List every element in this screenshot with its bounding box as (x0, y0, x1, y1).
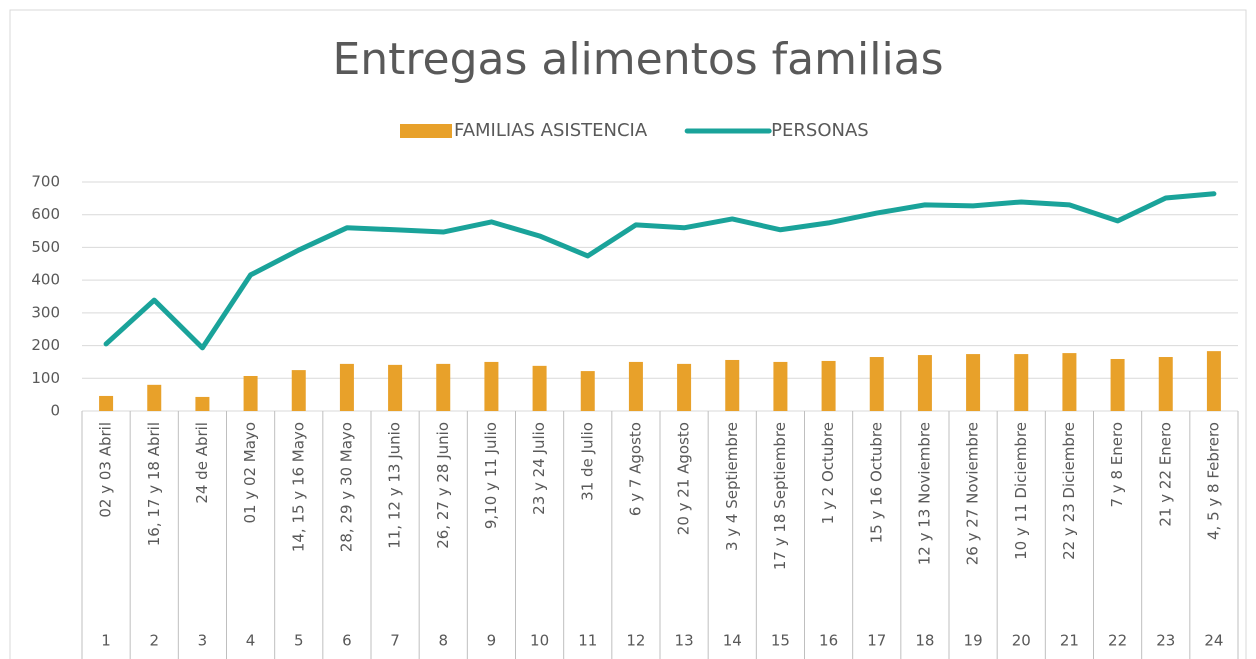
x-tick-label: 3 y 4 Septiembre (723, 422, 741, 551)
bar (1206, 351, 1221, 411)
x-group-label: 17 (867, 632, 886, 650)
bar (580, 371, 595, 411)
x-group-label: 9 (487, 632, 497, 650)
x-tick-label: 6 y 7 Agosto (626, 422, 644, 516)
x-group-label: 21 (1060, 632, 1079, 650)
x-group-label: 15 (771, 632, 790, 650)
x-tick-label: 23 y 24 Julio (530, 422, 548, 515)
y-tick-label: 300 (31, 303, 60, 321)
chart-title: Entregas alimentos familias (332, 34, 943, 85)
legend-swatch (400, 124, 452, 138)
y-tick-label: 200 (31, 336, 60, 354)
bar (869, 357, 884, 411)
y-tick-label: 700 (31, 173, 60, 191)
x-tick-label: 16, 17 y 18 Abril (145, 422, 163, 546)
bar (1014, 354, 1029, 411)
bar (677, 363, 692, 411)
bar (628, 361, 643, 411)
x-group-label: 8 (438, 632, 448, 650)
bar (1158, 357, 1173, 411)
x-tick-label: 21 y 22 Enero (1156, 422, 1174, 527)
x-group-label: 19 (964, 632, 983, 650)
x-group-label: 23 (1156, 632, 1175, 650)
x-group-label: 18 (915, 632, 934, 650)
bar (243, 375, 258, 411)
x-tick-label: 11, 12 y 13 Junio (386, 422, 404, 549)
x-tick-label: 9,10 y 11 Julio (482, 422, 500, 529)
x-group-label: 7 (390, 632, 400, 650)
line (103, 191, 1217, 351)
x-group-label: 20 (1012, 632, 1031, 650)
x-tick-label: 02 y 03 Abril (97, 422, 115, 518)
bar (1110, 358, 1125, 411)
bar (99, 395, 114, 411)
bar (436, 363, 451, 411)
x-group-label: 14 (723, 632, 742, 650)
x-tick-label: 20 y 21 Agosto (675, 422, 693, 535)
x-group-label: 24 (1204, 632, 1223, 650)
x-group-label: 22 (1108, 632, 1127, 650)
bar (484, 361, 499, 411)
bar (532, 365, 547, 411)
x-tick-label: 17 y 18 Septiembre (771, 422, 789, 570)
x-tick-label: 24 de Abril (193, 422, 211, 504)
y-tick-label: 400 (31, 271, 60, 289)
x-tick-label: 26 y 27 Noviembre (964, 422, 982, 565)
legend-label: FAMILIAS ASISTENCIA (454, 120, 648, 141)
bar (339, 363, 354, 411)
y-tick-label: 0 (50, 402, 60, 420)
x-group-label: 2 (149, 632, 159, 650)
x-group-label: 5 (294, 632, 304, 650)
bar (388, 364, 403, 411)
x-tick-label: 1 y 2 Octubre (819, 422, 837, 524)
legend-label: PERSONAS (771, 120, 869, 141)
bar (725, 359, 740, 411)
bar (147, 384, 162, 411)
x-tick-label: 22 y 23 Diciembre (1060, 422, 1078, 560)
bar (1062, 353, 1077, 411)
x-tick-label: 12 y 13 Noviembre (915, 422, 933, 565)
x-group-label: 10 (530, 632, 549, 650)
x-tick-label: 28, 29 y 30 Mayo (337, 422, 355, 552)
bar (291, 370, 306, 411)
x-group-label: 11 (578, 632, 597, 650)
x-tick-label: 7 y 8 Enero (1108, 422, 1126, 508)
x-group-label: 6 (342, 632, 352, 650)
x-group-label: 12 (626, 632, 645, 650)
x-tick-label: 31 de Julio (578, 422, 596, 501)
x-tick-label: 10 y 11 Diciembre (1012, 422, 1030, 560)
x-group-label: 16 (819, 632, 838, 650)
chart-border (9, 9, 1247, 659)
y-tick-label: 500 (31, 238, 60, 256)
x-tick-label: 14, 15 y 16 Mayo (289, 422, 307, 552)
x-tick-label: 4, 5 y 8 Febrero (1204, 422, 1222, 540)
x-tick-label: 15 y 16 Octubre (867, 422, 885, 543)
bar (966, 354, 981, 411)
bar (821, 360, 836, 411)
x-tick-label: 01 y 02 Mayo (241, 422, 259, 524)
bar (773, 361, 788, 411)
y-tick-label: 100 (31, 369, 60, 387)
bar (195, 396, 210, 411)
x-group-label: 4 (246, 632, 256, 650)
x-tick-label: 26, 27 y 28 Junio (434, 422, 452, 549)
x-group-label: 1 (101, 632, 111, 650)
y-tick-label: 600 (31, 205, 60, 223)
x-group-label: 3 (198, 632, 208, 650)
bar (917, 355, 932, 411)
x-group-label: 13 (675, 632, 694, 650)
